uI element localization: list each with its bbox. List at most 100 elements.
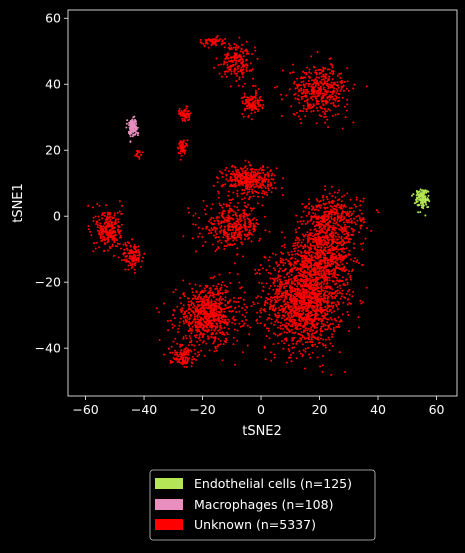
data-point <box>283 269 286 272</box>
data-point <box>109 218 112 221</box>
data-point <box>233 243 236 245</box>
data-point <box>233 43 236 45</box>
data-point <box>337 303 340 306</box>
data-point <box>284 294 287 297</box>
data-point <box>343 247 346 250</box>
data-point <box>217 329 220 332</box>
data-point <box>328 200 331 203</box>
data-point <box>342 84 345 87</box>
data-point <box>282 291 285 294</box>
data-point <box>285 297 288 300</box>
data-point <box>290 263 293 266</box>
data-point <box>301 334 304 337</box>
data-point <box>231 310 234 312</box>
data-point <box>243 322 246 325</box>
data-point <box>253 104 256 107</box>
data-point <box>302 299 305 302</box>
data-point <box>231 321 234 324</box>
data-point <box>281 252 283 255</box>
data-point <box>185 310 188 312</box>
data-point <box>294 266 297 269</box>
data-point <box>306 341 309 344</box>
data-point <box>294 290 296 292</box>
data-point <box>331 241 334 244</box>
data-point <box>325 269 328 271</box>
data-point <box>231 223 234 226</box>
data-point <box>334 212 337 215</box>
data-point <box>231 317 234 320</box>
data-point <box>234 211 237 214</box>
data-point <box>224 183 227 186</box>
data-point <box>227 228 229 231</box>
data-point <box>313 291 316 294</box>
data-point <box>340 200 343 203</box>
data-point <box>296 281 299 284</box>
data-point <box>296 278 299 281</box>
data-point <box>215 36 218 39</box>
data-point <box>250 108 253 111</box>
data-point <box>352 290 355 293</box>
data-point <box>227 194 230 197</box>
data-point <box>199 38 202 41</box>
data-point <box>308 302 310 305</box>
data-point <box>308 277 311 280</box>
data-point <box>315 198 318 200</box>
data-point <box>322 110 324 113</box>
data-point <box>323 299 326 302</box>
data-point <box>313 79 316 82</box>
data-point <box>217 190 220 193</box>
data-point <box>235 225 238 228</box>
data-point <box>257 223 259 226</box>
data-point <box>307 240 309 243</box>
data-point <box>252 101 255 104</box>
data-point <box>201 236 204 238</box>
data-point <box>294 312 297 315</box>
data-point <box>317 256 320 259</box>
data-point <box>308 330 311 333</box>
data-point <box>197 300 200 303</box>
data-point <box>262 169 265 172</box>
data-point <box>240 56 243 59</box>
data-point <box>266 318 269 321</box>
data-point <box>297 271 300 274</box>
data-point <box>327 222 330 225</box>
data-point <box>256 180 259 183</box>
data-point <box>283 324 286 327</box>
data-point <box>223 340 226 343</box>
data-point <box>95 221 98 223</box>
data-point <box>274 301 277 304</box>
data-point <box>265 282 268 285</box>
data-point <box>353 83 356 86</box>
data-point <box>231 244 234 246</box>
data-point <box>293 82 295 85</box>
data-point <box>188 305 191 308</box>
data-point <box>307 260 310 263</box>
data-point <box>292 351 295 354</box>
data-point <box>323 314 326 317</box>
data-point <box>315 285 318 288</box>
data-point <box>322 338 325 341</box>
data-point <box>285 258 288 261</box>
data-point <box>250 240 253 243</box>
data-point <box>209 289 212 292</box>
data-point <box>120 212 123 215</box>
data-point <box>195 336 197 339</box>
data-point <box>214 345 217 348</box>
data-point <box>250 180 253 183</box>
data-point <box>289 287 292 290</box>
data-point <box>224 315 227 318</box>
data-point <box>254 272 257 275</box>
data-point <box>248 237 251 239</box>
data-point <box>105 231 108 234</box>
data-point <box>239 325 242 328</box>
data-point <box>333 257 336 260</box>
data-point <box>309 279 312 282</box>
data-point <box>261 267 264 270</box>
data-point <box>296 220 299 223</box>
data-point <box>342 283 345 286</box>
data-point <box>300 81 303 84</box>
data-point <box>194 334 196 337</box>
data-point <box>243 189 246 192</box>
data-point <box>219 343 222 346</box>
data-point <box>247 52 250 55</box>
